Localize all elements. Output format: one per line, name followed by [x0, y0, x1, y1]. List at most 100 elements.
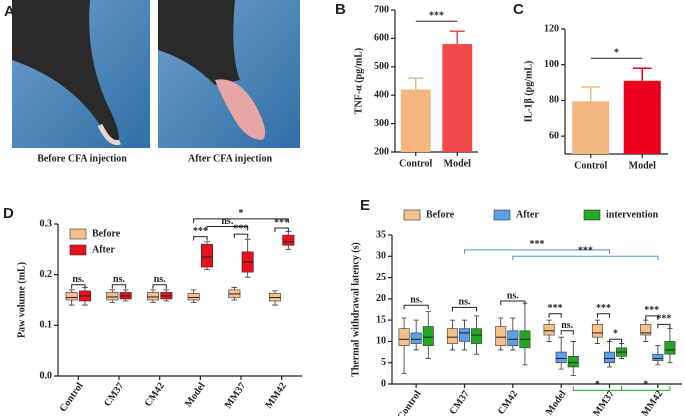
legend-label: Before — [92, 228, 121, 239]
significance-bracket — [274, 227, 289, 233]
box — [652, 353, 664, 361]
x-tick-label: CM42 — [496, 389, 520, 416]
box — [495, 326, 507, 346]
significance-label: * — [613, 329, 618, 340]
box — [604, 351, 615, 364]
y-tick-label: 80 — [549, 95, 559, 106]
legend-swatch — [69, 228, 87, 240]
bar — [442, 44, 473, 152]
y-tick-label: 0.0 — [40, 370, 53, 381]
y-tick-label: 35 — [376, 229, 386, 240]
error-bar — [581, 86, 601, 102]
photo — [158, 0, 300, 148]
y-tick-label: 10 — [376, 336, 386, 347]
error-bar — [449, 30, 465, 45]
box — [591, 324, 603, 338]
y-tick-label: 60 — [549, 130, 559, 141]
significance-label: * — [643, 380, 648, 391]
box — [65, 292, 78, 301]
y-tick-label: 0.3 — [40, 218, 53, 229]
significance-label: *** — [578, 246, 593, 257]
x-tick-label: MM42 — [263, 381, 289, 411]
significance-label: ns. — [459, 297, 471, 308]
significance-label: ns. — [154, 274, 166, 285]
x-tick-label: Control — [399, 158, 432, 169]
x-tick-label: Control — [574, 160, 607, 171]
error-bar — [408, 77, 424, 90]
x-tick-label: CM42 — [143, 381, 167, 409]
significance-bracket — [560, 330, 574, 335]
y-tick-label: 0.1 — [40, 320, 53, 331]
y-axis-label: Paw volume (mL) — [16, 262, 27, 338]
bar — [623, 80, 661, 154]
significance-bracket — [645, 315, 659, 320]
y-tick-label: 15 — [376, 314, 386, 325]
legend-label: After — [516, 209, 539, 220]
significance-label: *** — [548, 303, 563, 314]
significance-label: ns. — [507, 290, 519, 301]
significance-label: * — [614, 48, 619, 59]
significance-bracket — [233, 233, 249, 239]
significance-label: *** — [429, 11, 444, 22]
caption: After CFA injection — [188, 153, 272, 164]
significance-bracket — [464, 249, 610, 254]
significance-bracket — [152, 284, 167, 289]
bar — [572, 101, 610, 154]
significance-label: *** — [234, 223, 249, 234]
box — [200, 243, 214, 268]
significance-bracket — [403, 304, 429, 310]
y-tick-label: 200 — [374, 146, 389, 157]
box — [555, 351, 567, 364]
significance-label: *** — [274, 217, 289, 228]
x-tick-label: MM42 — [640, 389, 666, 416]
significance-label: *** — [656, 314, 671, 325]
box — [398, 328, 410, 346]
y-tick-label: 700 — [374, 4, 389, 15]
legend-label: Before — [426, 209, 455, 220]
y-tick-label: 20 — [376, 293, 386, 304]
legend-swatch — [583, 209, 601, 221]
y-tick-label: 25 — [376, 272, 386, 283]
significance-label: ns. — [561, 320, 573, 331]
significance-bracket — [621, 386, 671, 391]
box — [459, 328, 470, 342]
legend-swatch — [493, 209, 511, 221]
y-tick-label: 0.2 — [40, 269, 53, 280]
x-tick-label: CM37 — [448, 389, 472, 416]
x-tick-label: Control — [395, 389, 423, 416]
box — [567, 356, 579, 368]
y-tick-label: 30 — [376, 251, 386, 262]
legend-swatch — [403, 209, 421, 221]
significance-bracket — [657, 323, 671, 329]
x-tick-label: Model — [629, 160, 656, 171]
box — [664, 341, 676, 355]
significance-bracket — [609, 338, 623, 344]
significance-label: ns. — [410, 295, 422, 306]
significance-label: *** — [596, 303, 611, 314]
photo — [12, 0, 150, 148]
bar — [400, 89, 431, 152]
y-tick-label: 300 — [374, 118, 389, 129]
legend-swatch — [69, 244, 87, 256]
significance-bracket — [512, 255, 659, 261]
box — [471, 328, 483, 344]
panel-label: D — [3, 205, 14, 222]
box — [146, 292, 160, 301]
y-tick-label: 0 — [381, 378, 386, 389]
significance-bracket — [548, 313, 562, 318]
significance-bracket — [193, 218, 289, 223]
box — [543, 324, 555, 336]
box — [106, 292, 119, 301]
significance-label: ns. — [113, 274, 125, 285]
box — [446, 328, 458, 344]
box — [410, 332, 422, 344]
significance-label: ns. — [221, 216, 233, 227]
y-axis-label: IL-1β (pg/mL) — [523, 61, 534, 123]
caption: Before CFA injection — [37, 153, 127, 164]
box — [187, 293, 200, 301]
y-tick-label: 120 — [544, 23, 559, 34]
box — [640, 324, 652, 336]
x-tick-label: Control — [58, 381, 86, 415]
panel-label: B — [335, 1, 346, 18]
